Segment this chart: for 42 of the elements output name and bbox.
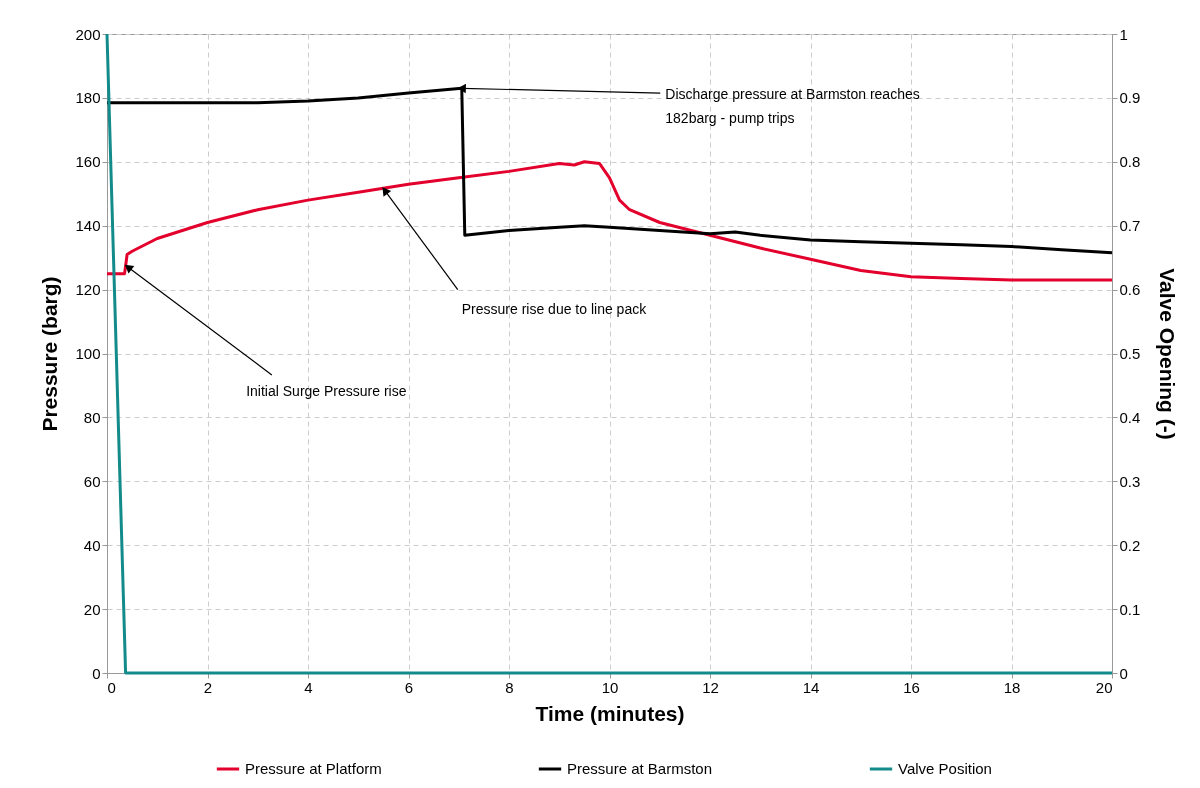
y2-tick-label: 0.5 (1119, 345, 1141, 362)
y-tick-label: 180 (75, 89, 101, 107)
x-tick-label: 14 (802, 678, 820, 696)
y-axis-title: Pressure (barg) (38, 276, 62, 432)
y-tick-label: 140 (75, 217, 101, 235)
y2-tick-label: 0.9 (1119, 89, 1141, 107)
y2-tick-label: 0.6 (1119, 281, 1141, 299)
legend-label: Valve Position (898, 760, 992, 777)
y2-tick-label: 1 (1119, 25, 1128, 43)
y-tick-label: 100 (75, 345, 101, 362)
x-tick-label: 18 (1003, 678, 1021, 696)
x-axis-title: Time (minutes) (535, 701, 685, 725)
y-tick-label: 80 (83, 408, 101, 426)
y-tick-label: 120 (75, 281, 101, 299)
y2-tick-label: 0.3 (1119, 472, 1141, 490)
y2-tick-label: 0.1 (1119, 600, 1141, 618)
y2-tick-label: 0.7 (1119, 217, 1141, 235)
y2-axis-title: Valve Opening (-) (1156, 268, 1180, 440)
x-tick-label: 6 (404, 678, 414, 696)
y-tick-label: 200 (75, 25, 101, 43)
x-tick-label: 20 (1095, 678, 1113, 696)
x-tick-label: 12 (702, 678, 719, 696)
x-tick-label: 2 (203, 678, 213, 696)
y2-tick-label: 0.2 (1119, 536, 1141, 554)
x-tick-label: 16 (903, 678, 920, 696)
x-tick-label: 0 (107, 678, 116, 696)
y-tick-label: 0 (92, 664, 101, 682)
annotation: Pressure rise due to line pack (461, 301, 648, 318)
y2-tick-label: 0 (1119, 664, 1128, 682)
legend-label: Pressure at Platform (245, 760, 382, 777)
y-tick-label: 40 (83, 536, 101, 554)
x-tick-label: 4 (304, 678, 313, 696)
y-tick-label: 20 (83, 600, 101, 618)
legend-label: Pressure at Barmston (567, 760, 713, 777)
y-tick-label: 160 (75, 153, 101, 171)
x-tick-label: 8 (505, 678, 514, 696)
y2-tick-label: 0.8 (1119, 153, 1141, 171)
y2-tick-label: 0.4 (1119, 408, 1141, 426)
annotation: Discharge pressure at Barmston reaches 182barg - pump trips (665, 85, 920, 126)
x-tick-label: 10 (601, 678, 619, 696)
y-tick-label: 60 (83, 472, 101, 490)
annotation: Initial Surge Pressure rise (246, 382, 407, 399)
